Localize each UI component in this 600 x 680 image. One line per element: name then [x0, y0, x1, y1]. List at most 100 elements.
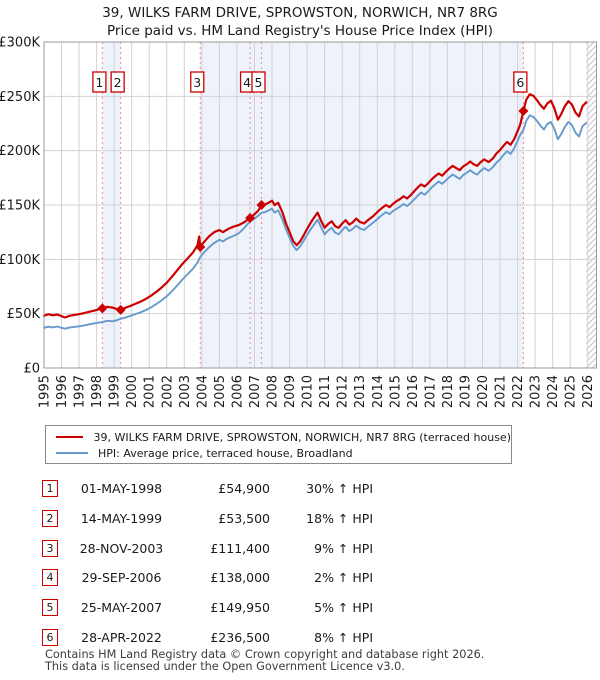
- x-axis-label: 2003: [178, 375, 193, 408]
- sale-marker: [97, 303, 108, 314]
- x-axis-label: 2017: [423, 375, 438, 408]
- legend-item-property: 39, WILKS FARM DRIVE, SPROWSTON, NORWICH…: [46, 429, 511, 445]
- license-footer: Contains HM Land Registry data © Crown c…: [45, 649, 484, 672]
- x-axis-label: 2007: [248, 375, 263, 408]
- x-axis-label: 2013: [353, 375, 368, 408]
- transaction-hpi-comparison: 9% ↑ HPI: [314, 540, 373, 556]
- transaction-date: 29-SEP-2006: [81, 570, 162, 586]
- y-axis-label: £300K: [0, 36, 40, 51]
- x-axis-label: 2012: [336, 375, 351, 408]
- legend-label-hpi: HPI: Average price, terraced house, Broa…: [98, 446, 353, 460]
- x-axis-label: 2023: [529, 375, 544, 408]
- sale-marker: [195, 241, 206, 252]
- sale-number-badge-label: 5: [255, 75, 263, 90]
- x-axis-label: 2016: [406, 375, 421, 408]
- x-axis-label: 2004: [195, 375, 210, 408]
- x-axis-label: 2015: [388, 375, 403, 408]
- x-axis-label: 2011: [318, 375, 333, 408]
- sale-marker: [245, 213, 256, 224]
- x-axis-label: 2008: [266, 375, 281, 408]
- transaction-hpi-comparison: 5% ↑ HPI: [314, 600, 373, 616]
- x-axis-label: 2018: [441, 375, 456, 408]
- page-subtitle: Price paid vs. HM Land Registry's House …: [107, 23, 493, 39]
- transaction-price: £138,000: [210, 570, 270, 586]
- transaction-date: 01-MAY-1998: [80, 481, 163, 497]
- transaction-number-badge: 5: [42, 599, 58, 617]
- transaction-number-badge: 1: [42, 480, 58, 498]
- x-axis-label: 2021: [494, 375, 509, 408]
- sale-marker: [115, 304, 126, 315]
- sale-marker: [256, 200, 267, 211]
- transaction-date: 25-MAY-2007: [80, 600, 163, 616]
- sale-number-badge-label: 4: [243, 75, 251, 90]
- transaction-price: £149,950: [210, 600, 270, 616]
- transaction-price: £53,500: [218, 511, 270, 527]
- sale-number-badge: [251, 71, 266, 93]
- x-axis-label: 2024: [546, 375, 561, 408]
- x-axis-label: 2026: [581, 375, 596, 408]
- transaction-hpi-comparison: 8% ↑ HPI: [314, 629, 373, 645]
- sale-number-badge: [513, 71, 528, 93]
- x-axis-label: 1995: [38, 375, 53, 408]
- chart-legend: 39, WILKS FARM DRIVE, SPROWSTON, NORWICH…: [45, 425, 512, 464]
- transaction-row: 2 14-MAY-1999 £53,500 18% ↑ HPI: [42, 504, 382, 534]
- x-axis-label: 2005: [213, 375, 228, 408]
- transaction-row: 1 01-MAY-1998 £54,900 30% ↑ HPI: [42, 474, 382, 504]
- y-axis-label: £200K: [0, 144, 40, 159]
- transaction-row: 4 29-SEP-2006 £138,000 2% ↑ HPI: [42, 563, 382, 593]
- y-axis-label: £0: [23, 362, 40, 377]
- x-axis-label: 1998: [90, 375, 105, 408]
- transaction-number-badge: 6: [42, 628, 58, 646]
- transaction-number-badge: 4: [42, 569, 58, 587]
- x-axis-label: 2002: [160, 375, 175, 408]
- transaction-row: 5 25-MAY-2007 £149,950 5% ↑ HPI: [42, 593, 382, 623]
- y-axis-label: £100K: [0, 253, 40, 268]
- transaction-number-badge: 2: [42, 510, 58, 528]
- transaction-number-badge: 3: [42, 539, 58, 557]
- y-axis-label: £50K: [7, 307, 41, 322]
- x-axis-label: 1996: [55, 375, 70, 408]
- sale-number-badge-label: 2: [114, 75, 122, 90]
- x-axis-label: 2025: [564, 375, 579, 408]
- x-axis-label: 2020: [476, 375, 491, 408]
- x-axis-label: 2010: [301, 375, 316, 408]
- transaction-hpi-comparison: 30% ↑ HPI: [306, 481, 373, 497]
- hpi-line: [43, 114, 588, 330]
- transaction-date: 28-NOV-2003: [79, 540, 164, 556]
- sale-number-badge-label: 1: [95, 75, 103, 90]
- y-axis-label: £250K: [0, 90, 40, 105]
- plot-border: [43, 41, 597, 369]
- x-axis-label: 2006: [230, 375, 245, 408]
- x-axis-label: 2022: [511, 375, 526, 408]
- x-axis-label: 2000: [125, 375, 140, 408]
- transaction-hpi-comparison: 18% ↑ HPI: [306, 511, 373, 527]
- x-axis-label: 2014: [371, 375, 386, 408]
- x-axis-label: 2019: [458, 375, 473, 408]
- sale-number-badge: [110, 71, 125, 93]
- transaction-date: 14-MAY-1999: [80, 511, 163, 527]
- x-axis-label: 1999: [108, 375, 123, 408]
- page-title: 39, WILKS FARM DRIVE, SPROWSTON, NORWICH…: [102, 5, 498, 21]
- legend-line-sample-red: [56, 436, 84, 438]
- transaction-price: £236,500: [210, 629, 270, 645]
- sale-marker: [518, 106, 529, 117]
- legend-item-hpi: HPI: Average price, terraced house, Broa…: [46, 445, 511, 461]
- footer-line-2: This data is licensed under the Open Gov…: [45, 659, 405, 673]
- x-axis-label: 1997: [73, 375, 88, 408]
- footer-line-1: Contains HM Land Registry data © Crown c…: [45, 648, 485, 661]
- sale-number-badge: [190, 71, 205, 93]
- transaction-row: 3 28-NOV-2003 £111,400 9% ↑ HPI: [42, 533, 382, 563]
- transaction-price: £111,400: [210, 540, 270, 556]
- sale-number-badge-label: 3: [193, 75, 201, 90]
- property-price-line: [42, 93, 588, 319]
- transaction-date: 28-APR-2022: [81, 629, 162, 645]
- x-axis-label: 2009: [283, 375, 298, 408]
- legend-label-property: 39, WILKS FARM DRIVE, SPROWSTON, NORWICH…: [93, 430, 511, 444]
- y-axis-label: £150K: [0, 199, 40, 214]
- x-axis-label: 2001: [143, 375, 158, 408]
- transaction-hpi-comparison: 2% ↑ HPI: [314, 570, 373, 586]
- legend-line-sample-blue: [56, 452, 88, 454]
- transaction-row: 6 28-APR-2022 £236,500 8% ↑ HPI: [42, 622, 382, 652]
- sale-number-badge-label: 6: [516, 75, 524, 90]
